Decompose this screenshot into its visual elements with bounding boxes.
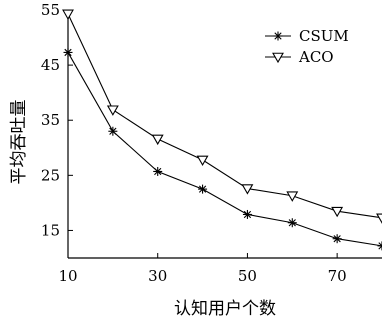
point-aco xyxy=(196,155,209,167)
point-aco xyxy=(106,105,119,116)
point-aco xyxy=(62,9,74,20)
legend: CSUM ACO xyxy=(265,27,349,66)
y-axis-title: 平均吞吐量 xyxy=(9,100,29,185)
y-tick-label: 45 xyxy=(41,56,60,74)
legend-marker-aco xyxy=(272,52,284,64)
ticks: 10 30 50 70 15 25 35 45 55 xyxy=(41,1,347,285)
x-tick-label: 50 xyxy=(238,267,257,285)
y-tick-label: 25 xyxy=(41,166,60,184)
point-csum xyxy=(332,234,342,244)
x-tick-label: 70 xyxy=(328,267,347,285)
point-csum xyxy=(242,209,252,219)
y-tick-label: 15 xyxy=(41,221,60,239)
legend-item-csum: CSUM xyxy=(265,27,349,45)
point-csum xyxy=(63,47,73,57)
point-aco xyxy=(241,184,254,195)
point-csum xyxy=(153,166,163,176)
series-csum xyxy=(63,47,382,251)
legend-item-aco: ACO xyxy=(265,48,334,66)
series-csum-line xyxy=(67,52,382,247)
y-tick-label: 55 xyxy=(41,1,60,19)
x-tick-label: 30 xyxy=(148,267,167,285)
point-aco xyxy=(376,213,382,224)
x-axis-title: 认知用户个数 xyxy=(174,299,276,319)
legend-marker-csum xyxy=(273,31,283,41)
x-tick-label: 10 xyxy=(58,267,77,285)
point-csum xyxy=(287,218,297,228)
point-aco xyxy=(286,191,299,202)
y-tick-label: 35 xyxy=(41,111,60,129)
point-csum xyxy=(377,241,382,251)
point-aco xyxy=(331,206,344,218)
series-aco xyxy=(62,9,382,224)
asterisk-stroke xyxy=(378,242,382,247)
series-layer xyxy=(62,9,382,251)
series-aco-line xyxy=(67,13,382,219)
asterisk-stroke xyxy=(378,245,382,250)
point-csum xyxy=(108,126,118,136)
point-csum xyxy=(198,184,208,194)
point-aco xyxy=(151,134,164,146)
legend-label-csum: CSUM xyxy=(299,27,349,45)
legend-label-aco: ACO xyxy=(298,48,334,66)
